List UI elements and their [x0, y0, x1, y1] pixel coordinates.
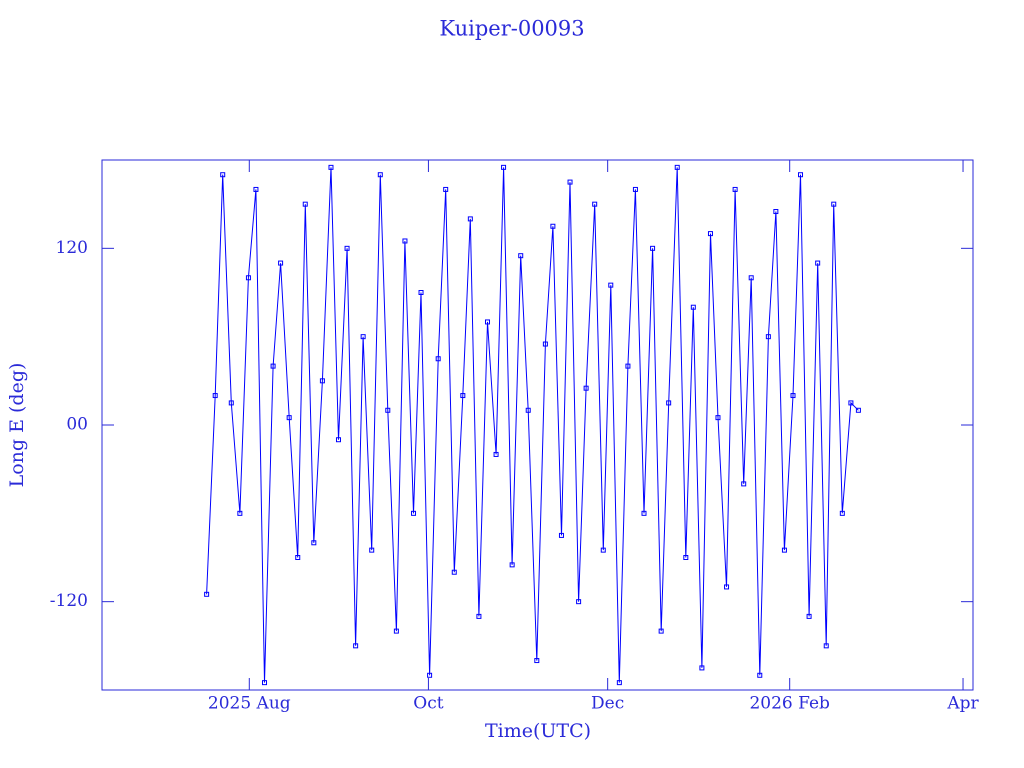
data-point: [335, 437, 341, 443]
data-point: [220, 172, 226, 178]
data-point: [525, 407, 531, 413]
data-point: [823, 643, 829, 649]
data-point: [757, 672, 763, 678]
data-point: [237, 510, 243, 516]
data-point: [690, 304, 696, 310]
x-tick-label: Dec: [591, 694, 624, 714]
y-axis-label: Long E (deg): [6, 363, 28, 488]
x-tick-label: 2025 Aug: [208, 694, 291, 714]
data-point: [550, 223, 556, 229]
data-point: [501, 164, 507, 170]
data-point: [781, 547, 787, 553]
data-point: [641, 510, 647, 516]
data-point: [427, 672, 433, 678]
data-point: [451, 569, 457, 575]
data-point: [467, 216, 473, 222]
data-point: [724, 584, 730, 590]
data-point: [600, 547, 606, 553]
data-point: [592, 201, 598, 207]
data-point: [798, 172, 804, 178]
data-point: [699, 665, 705, 671]
x-tick-label: Apr: [946, 694, 979, 714]
data-point: [262, 680, 268, 686]
x-axis-label: Time(UTC): [485, 720, 591, 742]
data-point: [815, 260, 821, 266]
data-point: [435, 356, 441, 362]
data-point: [418, 290, 424, 295]
data-point: [608, 282, 614, 288]
data-point: [518, 253, 524, 259]
data-point: [806, 613, 812, 619]
data-point: [790, 393, 796, 399]
data-point: [558, 532, 564, 538]
data-point: [493, 451, 499, 457]
data-point: [393, 628, 399, 634]
data-point: [674, 164, 680, 170]
data-point: [632, 186, 638, 192]
data-point: [484, 319, 490, 325]
data-point: [328, 164, 334, 170]
data-point: [625, 363, 631, 369]
data-point: [748, 275, 754, 281]
data-point: [542, 341, 548, 347]
data-point: [732, 186, 738, 192]
data-point: [650, 245, 656, 251]
data-point: [377, 172, 383, 178]
data-point: [855, 407, 861, 413]
data-point: [443, 186, 449, 192]
data-point: [228, 400, 234, 406]
y-tick-label: 00: [66, 415, 88, 435]
data-point: [741, 481, 747, 487]
data-point: [319, 378, 325, 384]
data-point: [683, 555, 689, 560]
data-point: [411, 510, 417, 516]
data-point: [278, 260, 284, 266]
data-point: [360, 334, 366, 340]
data-point: [460, 393, 466, 399]
data-point: [715, 415, 721, 421]
x-tick-label: 2026 Feb: [749, 694, 830, 714]
data-point: [270, 363, 276, 369]
data-point: [534, 658, 540, 664]
y-tick-label: -120: [50, 591, 88, 611]
data-point: [567, 179, 573, 185]
data-point: [658, 628, 664, 634]
data-point: [765, 334, 771, 340]
data-point: [583, 385, 589, 391]
data-line: [206, 167, 859, 683]
data-point: [616, 680, 622, 686]
data-point: [245, 275, 251, 281]
data-point: [773, 209, 779, 215]
x-tick-label: Oct: [413, 694, 443, 714]
data-point: [295, 555, 301, 560]
chart-title: Kuiper-00093: [439, 17, 584, 41]
data-point: [302, 201, 308, 207]
data-point: [286, 415, 292, 421]
data-point: [369, 547, 375, 553]
data-point: [509, 562, 515, 568]
data-point: [666, 400, 672, 406]
data-point: [311, 540, 317, 546]
data-point: [839, 510, 845, 516]
data-point: [204, 591, 210, 597]
data-point: [476, 613, 482, 619]
data-point: [576, 599, 582, 605]
y-tick-label: 120: [56, 238, 88, 258]
data-point: [707, 231, 713, 237]
data-point: [253, 186, 259, 192]
data-point: [385, 407, 391, 413]
data-point: [402, 238, 408, 244]
data-point: [848, 400, 854, 406]
data-point: [212, 393, 218, 399]
data-point: [344, 245, 350, 251]
data-point: [353, 643, 359, 649]
data-point: [831, 201, 837, 207]
